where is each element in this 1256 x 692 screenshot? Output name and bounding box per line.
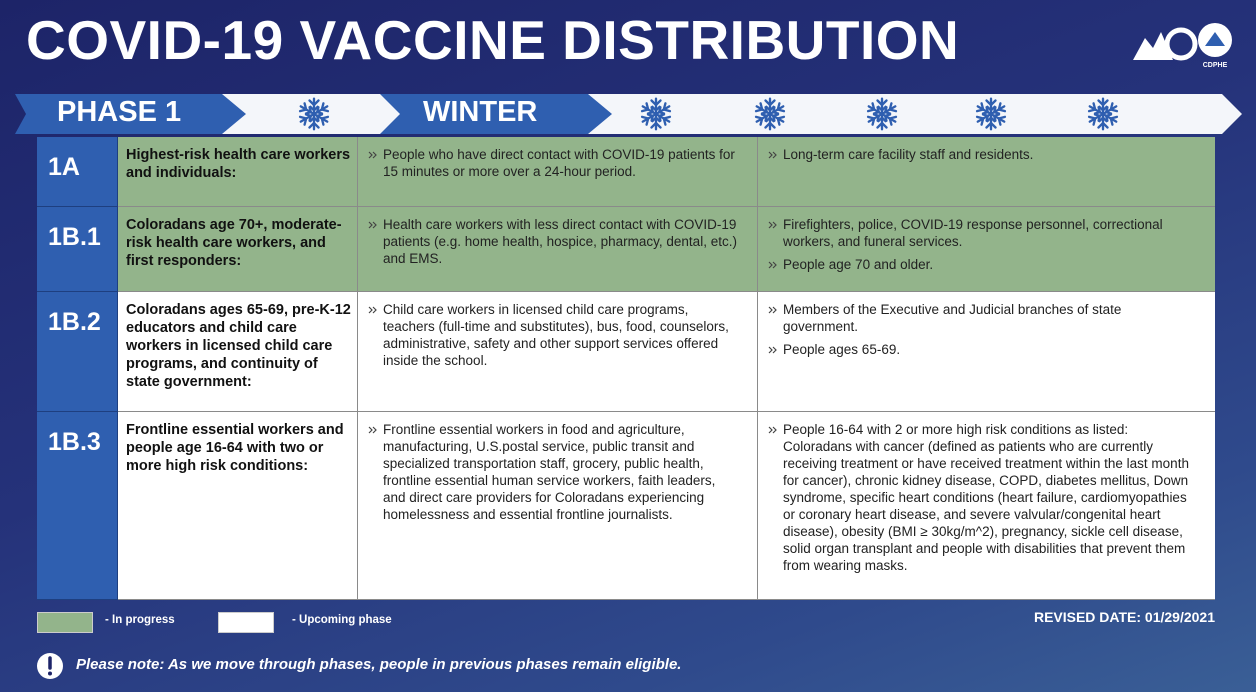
right-cell: Firefighters, police, COVID-19 response … (758, 207, 1215, 292)
note: Please note: As we move through phases, … (76, 656, 682, 673)
item-text: People ages 65-69. (783, 342, 901, 357)
bullet (768, 346, 777, 354)
group-label: Frontline essential workers and people a… (126, 422, 344, 474)
left-cell: Child care workers in licensed child car… (358, 292, 758, 412)
item-text: People who have direct contact with COVI… (383, 147, 735, 179)
revised-date: REVISED DATE: 01/29/2021 (1033, 609, 1215, 625)
list-item: People who have direct contact with COVI… (368, 146, 739, 180)
row-id: 1B.2 (48, 308, 101, 336)
item-text: Health care workers with less direct con… (383, 217, 737, 266)
bullet (368, 426, 377, 434)
title: COVID-19 VACCINE DISTRIBUTION (26, 9, 960, 71)
list-item: Health care workers with less direct con… (368, 216, 739, 267)
list-item: Long-term care facility staff and reside… (768, 146, 1197, 163)
id-cell: 1B.2 (37, 292, 118, 412)
list-item: Frontline essential workers in food and … (368, 421, 739, 523)
bullet (368, 151, 377, 159)
legend-swatch (218, 612, 274, 633)
right-cell: People 16-64 with 2 or more high risk co… (758, 412, 1215, 600)
list-item: People age 70 and older. (768, 256, 1197, 273)
list-item: Child care workers in licensed child car… (368, 301, 739, 369)
bullet (768, 261, 777, 269)
id-cell: 1A (37, 137, 118, 207)
group-cell: Highest-risk health care workers and ind… (118, 137, 358, 207)
bullet (768, 221, 777, 229)
right-cell: Long-term care facility staff and reside… (758, 137, 1215, 207)
group-label: Coloradans age 70+, moderate-risk health… (126, 217, 342, 269)
logo: CDPHE (1133, 23, 1232, 69)
item-text: Members of the Executive and Judicial br… (783, 302, 1122, 334)
list-item: Members of the Executive and Judicial br… (768, 301, 1197, 335)
legend-label: - In progress (105, 614, 175, 626)
row-id: 1B.3 (48, 428, 101, 456)
item-text: Firefighters, police, COVID-19 response … (783, 217, 1163, 249)
item-text: People age 70 and older. (783, 257, 934, 272)
logo-label: CDPHE (1203, 62, 1228, 69)
legend-swatch (37, 612, 93, 633)
item-text: Frontline essential workers in food and … (383, 422, 716, 522)
left-cell: Frontline essential workers in food and … (358, 412, 758, 600)
list-item: People 16-64 with 2 or more high risk co… (768, 421, 1197, 574)
group-label: Highest-risk health care workers and ind… (126, 147, 351, 181)
group-label: Coloradans ages 65-69, pre-K-12 educator… (126, 302, 351, 390)
row-id: 1A (48, 153, 80, 181)
bullet (768, 306, 777, 314)
group-cell: Coloradans ages 65-69, pre-K-12 educator… (118, 292, 358, 412)
season-label: WINTER (423, 96, 538, 128)
bullet (768, 151, 777, 159)
left-cell: People who have direct contact with COVI… (358, 137, 758, 207)
item-text: Long-term care facility staff and reside… (783, 147, 1034, 162)
note-icon (37, 653, 63, 679)
legend-label: - Upcoming phase (292, 614, 392, 626)
list-item: Firefighters, police, COVID-19 response … (768, 216, 1197, 250)
item-text: People 16-64 with 2 or more high risk co… (783, 422, 1189, 573)
list-item: People ages 65-69. (768, 341, 1197, 358)
bullet (368, 221, 377, 229)
bullet (768, 426, 777, 434)
banner (15, 94, 1242, 134)
group-cell: Coloradans age 70+, moderate-risk health… (118, 207, 358, 292)
id-cell: 1B.3 (37, 412, 118, 600)
item-text: Child care workers in licensed child car… (383, 302, 729, 368)
phase-label: PHASE 1 (57, 96, 182, 128)
id-cell: 1B.1 (37, 207, 118, 292)
group-cell: Frontline essential workers and people a… (118, 412, 358, 600)
left-cell: Health care workers with less direct con… (358, 207, 758, 292)
bullet (368, 306, 377, 314)
right-cell: Members of the Executive and Judicial br… (758, 292, 1215, 412)
row-id: 1B.1 (48, 223, 101, 251)
phase-table: 1A Highest-risk health care workers and i… (37, 137, 1215, 600)
